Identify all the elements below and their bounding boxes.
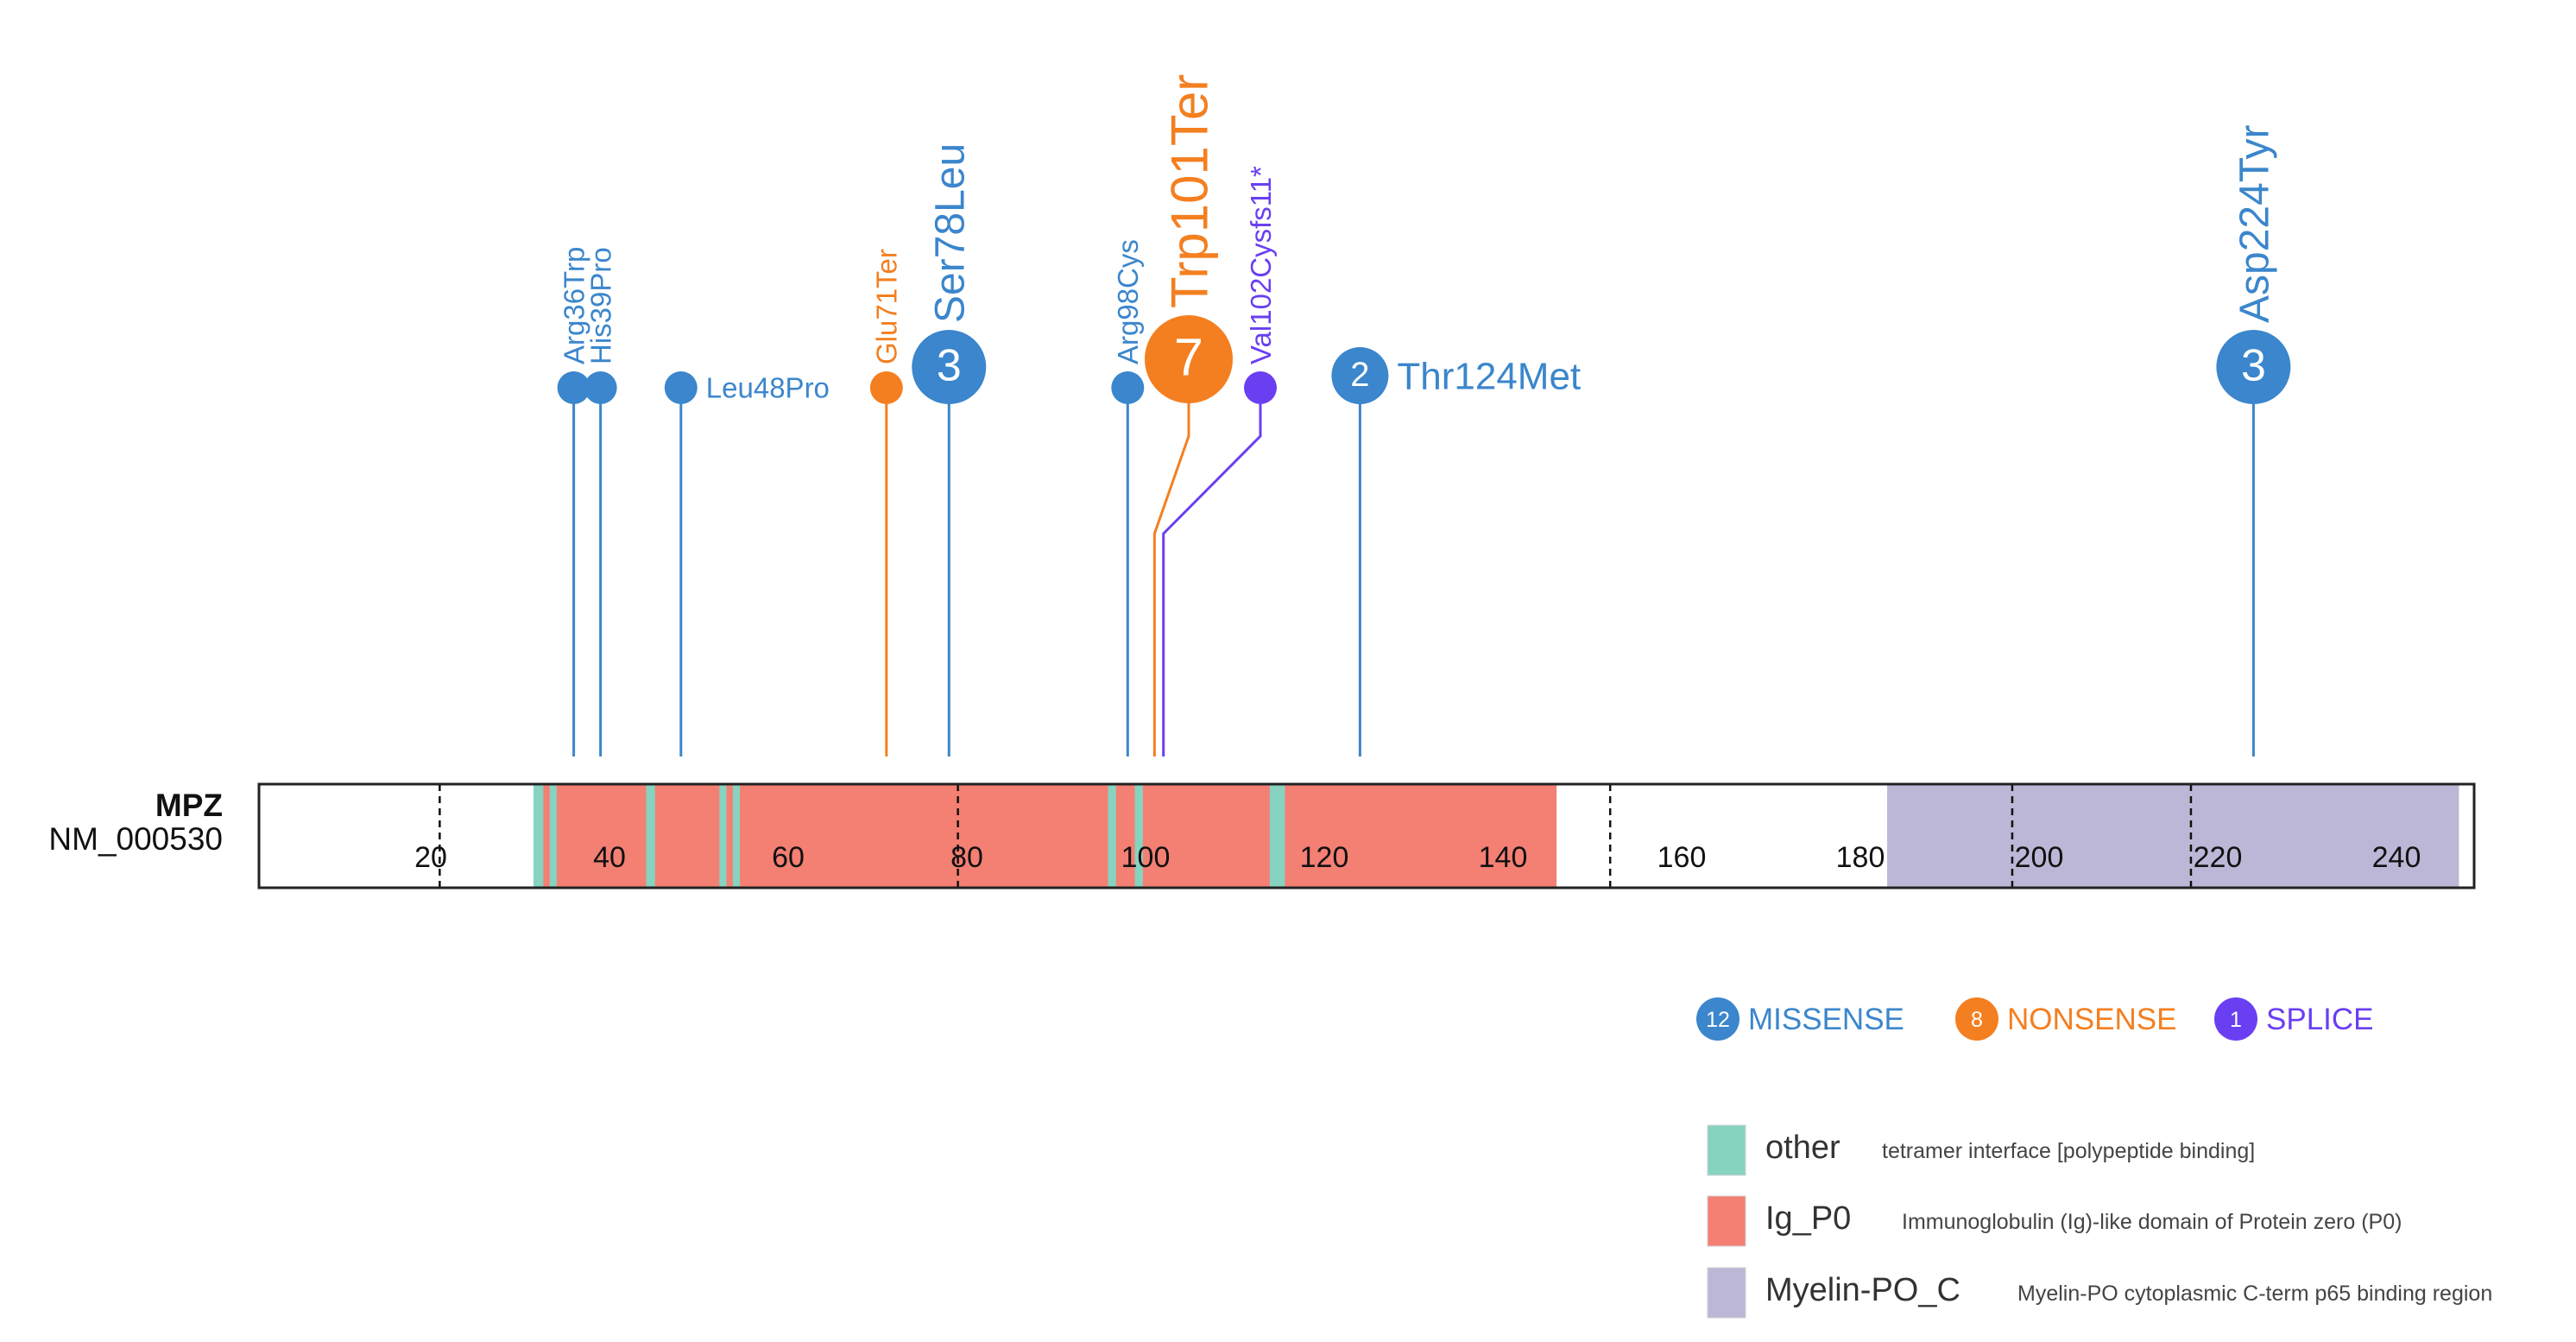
legend-myelin-po-c-name: Myelin-PO_C [1765, 1272, 1960, 1308]
label-val102cysfs11: Val102Cysfs11* [1245, 166, 1277, 364]
head-arg98cys[interactable] [1111, 371, 1145, 404]
label-arg36trp: Arg36Trp [558, 247, 590, 364]
mutation-stems [572, 359, 2255, 756]
head-leu48pro[interactable] [664, 371, 698, 404]
tick-label: 240 [2372, 841, 2421, 874]
summary-missense-label: MISSENSE [1748, 1003, 1904, 1036]
count-ser78leu: 3 [937, 340, 962, 390]
stem-val102cysfs11 [1162, 388, 1262, 756]
tick-label: 80 [950, 841, 983, 874]
head-thr124met[interactable] [1331, 347, 1389, 404]
tick-label: 60 [772, 841, 805, 874]
legend-ig-p0-description: Immunoglobulin (Ig)-like domain of Prote… [1902, 1210, 2402, 1234]
head-his39pro[interactable] [584, 371, 617, 404]
head-ser78leu[interactable] [912, 330, 987, 404]
label-leu48pro: Leu48Pro [706, 372, 830, 404]
domain-ig-p0[interactable] [538, 784, 1557, 888]
feature-other[interactable] [719, 784, 727, 888]
legend-myelin-po-c-description: Myelin-PO cytoplasmic C-term p65 binding… [2017, 1282, 2492, 1306]
label-thr124met: Thr124Met [1397, 355, 1581, 397]
gene-label: MPZ [155, 788, 223, 823]
domain-myelin-po-c[interactable] [1887, 784, 2459, 888]
legend-myelin-po-c-swatch [1707, 1267, 1746, 1319]
feature-other[interactable] [1134, 784, 1143, 888]
label-glu71ter: Glu71Ter [871, 249, 903, 364]
tick-label: 160 [1657, 841, 1707, 874]
summary-splice-count: 1 [2230, 1008, 2242, 1032]
feature-other[interactable] [534, 784, 544, 888]
head-trp101ter[interactable] [1145, 315, 1233, 403]
head-glu71ter[interactable] [869, 371, 903, 404]
tick-label: 40 [593, 841, 626, 874]
feature-other[interactable] [1269, 784, 1285, 888]
tick-label: 100 [1121, 841, 1171, 874]
transcript-label: NM_000530 [48, 821, 223, 857]
label-ser78leu: Ser78Leu [928, 143, 974, 323]
summary-nonsense-badge [1955, 997, 1998, 1041]
feature-other[interactable] [646, 784, 655, 888]
summary-nonsense-count: 8 [1971, 1008, 1983, 1032]
domain-legend: other tetramer interface [polypeptide bin… [1707, 1124, 2492, 1319]
feature-other[interactable] [732, 784, 741, 888]
head-val102cysfs11[interactable] [1244, 371, 1277, 404]
label-arg98cys: Arg98Cys [1112, 239, 1144, 364]
summary-missense-count: 12 [1706, 1008, 1730, 1032]
head-arg36trp[interactable] [557, 371, 590, 404]
summary-nonsense-label: NONSENSE [2007, 1003, 2176, 1036]
count-trp101ter: 7 [1174, 327, 1203, 386]
count-thr124met: 2 [1350, 356, 1369, 394]
feature-other[interactable] [1108, 784, 1116, 888]
tick-label: 180 [1836, 841, 1885, 874]
legend-ig-p0-name: Ig_P0 [1765, 1200, 1851, 1237]
feature-other[interactable] [549, 784, 557, 888]
count-asp224tyr: 3 [2241, 340, 2266, 390]
summary-splice-label: SPLICE [2266, 1003, 2374, 1036]
tick-label: 140 [1479, 841, 1528, 874]
tick-label: 220 [2194, 841, 2243, 874]
tick-label: 120 [1300, 841, 1349, 874]
protein-track: 20 40 60 80 100 120 140 160 180 200 220 240 [257, 782, 2476, 889]
legend-other-name: other [1765, 1130, 1840, 1166]
legend-other-swatch [1707, 1124, 1746, 1176]
summary-missense-badge [1696, 997, 1739, 1041]
mutation-type-legend: 12 MISSENSE 8 NONSENSE 1 SPLICE [1696, 997, 2374, 1041]
label-asp224tyr: Asp224Tyr [2232, 125, 2278, 323]
tick-label: 200 [2015, 841, 2064, 874]
stem-trp101ter [1152, 359, 1190, 756]
legend-ig-p0-swatch [1707, 1195, 1746, 1247]
head-asp224tyr[interactable] [2216, 330, 2291, 404]
legend-other-description: tetramer interface [polypeptide binding] [1882, 1139, 2255, 1163]
summary-splice-badge [2214, 997, 2257, 1041]
label-trp101ter: Trp101Ter [1161, 74, 1219, 308]
track-border [257, 782, 2476, 889]
label-his39pro: His39Pro [585, 247, 617, 364]
tick-label: 20 [414, 841, 447, 874]
